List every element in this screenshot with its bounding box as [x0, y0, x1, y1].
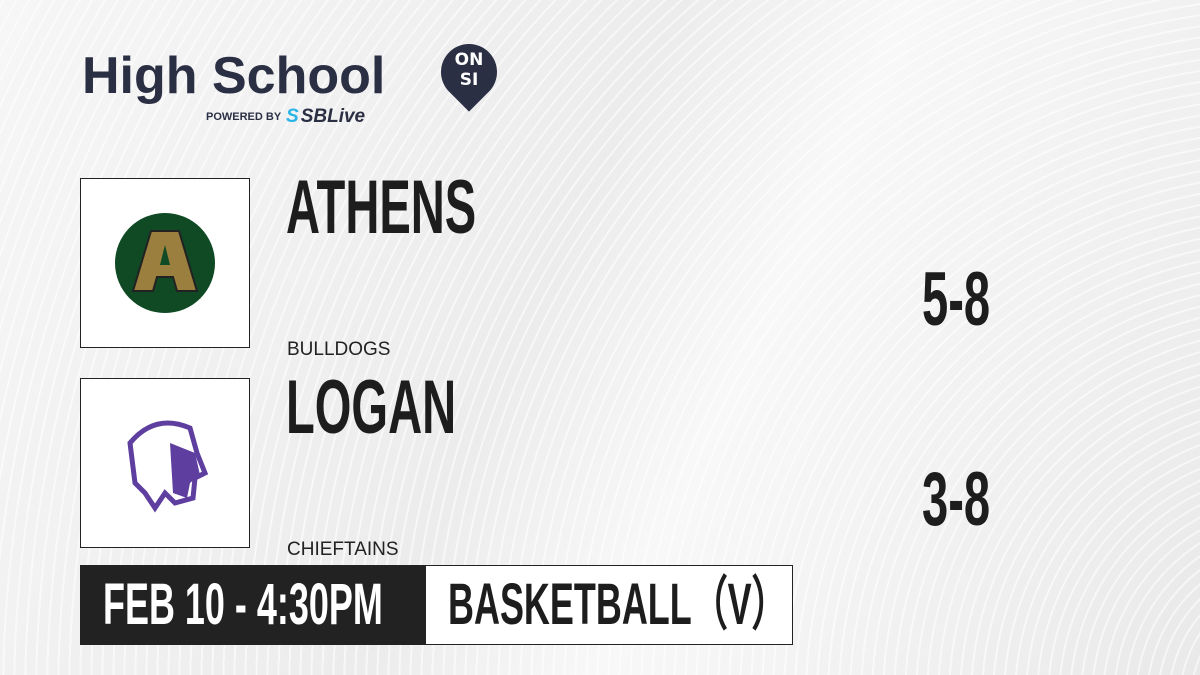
game-sport: BASKETBALL（V）	[448, 572, 788, 637]
team-name: ATHENS	[286, 165, 477, 250]
chieftain-head-icon	[127, 420, 209, 513]
brand-title: High School	[82, 47, 386, 105]
partner-logo: S SBLive	[286, 106, 365, 128]
team-name: LOGAN	[286, 365, 457, 450]
team-record: 3-8	[922, 457, 991, 542]
partner-prefix: S	[286, 106, 299, 127]
badge-bottom: SI	[459, 70, 479, 90]
badge-top: ON	[454, 50, 484, 70]
game-info-bar: FEB 10 - 4:30PM BASKETBALL（V）	[80, 565, 793, 645]
logan-logo	[80, 378, 250, 548]
team-record: 5-8	[922, 257, 991, 342]
powered-by: POWERED BY	[206, 111, 282, 123]
brand-badge: ON SI	[441, 50, 497, 90]
partner-name: SBLive	[300, 106, 366, 127]
team-mascot: CHIEFTAINS	[287, 539, 399, 560]
athens-logo	[80, 178, 250, 348]
athens-a-icon	[115, 213, 215, 313]
game-datetime: FEB 10 - 4:30PM	[103, 572, 383, 637]
team-mascot: BULLDOGS	[287, 339, 391, 360]
